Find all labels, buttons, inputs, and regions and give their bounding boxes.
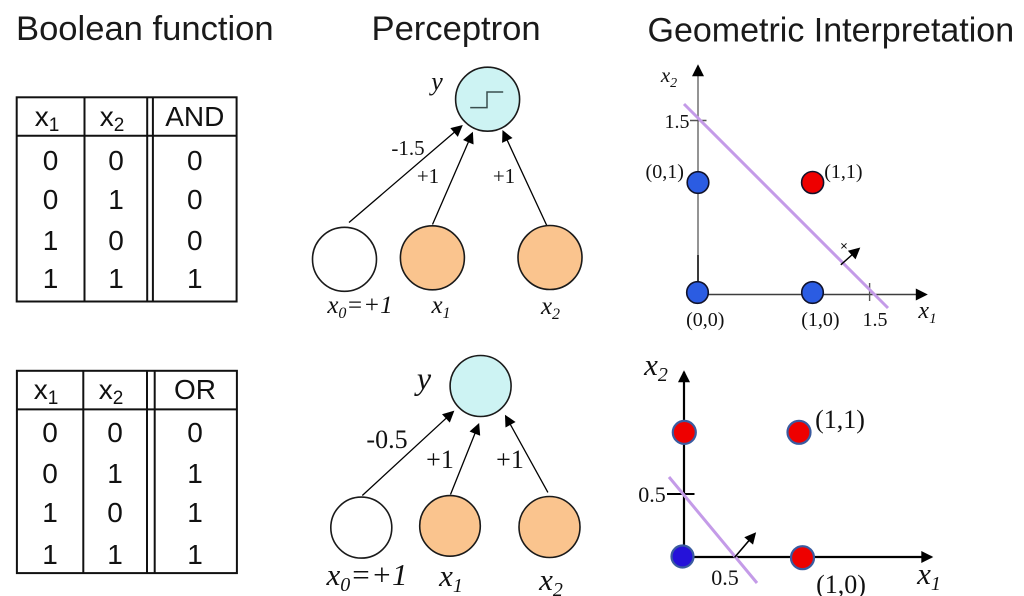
svg-text:Geometric Interpretation: Geometric Interpretation <box>648 12 1015 50</box>
svg-text:1: 1 <box>108 263 124 294</box>
svg-text:(1,1): (1,1) <box>824 161 862 183</box>
svg-text:1: 1 <box>43 263 59 294</box>
svg-text:y: y <box>428 67 443 96</box>
svg-text:1: 1 <box>187 458 203 489</box>
svg-text:1: 1 <box>107 458 123 489</box>
svg-text:0: 0 <box>43 184 59 215</box>
svg-text:1: 1 <box>42 497 58 528</box>
svg-text:y: y <box>414 360 432 396</box>
svg-text:1: 1 <box>187 263 203 294</box>
svg-text:x0=+1: x0=+1 <box>325 557 407 596</box>
svg-text:1: 1 <box>187 539 203 570</box>
svg-text:1: 1 <box>108 184 124 215</box>
svg-text:1: 1 <box>42 539 58 570</box>
svg-text:x2: x2 <box>99 374 124 409</box>
svg-text:Boolean function: Boolean function <box>16 10 274 48</box>
svg-text:AND: AND <box>165 101 224 132</box>
svg-text:+1: +1 <box>417 164 439 188</box>
svg-text:(1,0): (1,0) <box>801 309 839 331</box>
svg-text:1: 1 <box>187 497 203 528</box>
svg-text:-0.5: -0.5 <box>366 425 407 454</box>
svg-text:0: 0 <box>187 145 203 176</box>
svg-text:0: 0 <box>107 497 123 528</box>
svg-text:1: 1 <box>43 225 59 256</box>
svg-text:1.5: 1.5 <box>665 111 690 133</box>
svg-text:0: 0 <box>42 417 58 448</box>
svg-text:0: 0 <box>107 417 123 448</box>
svg-text:+1: +1 <box>493 164 515 188</box>
svg-text:0: 0 <box>108 145 124 176</box>
svg-text:(1,1): (1,1) <box>815 405 865 434</box>
svg-text:0: 0 <box>187 184 203 215</box>
svg-text:1: 1 <box>107 539 123 570</box>
svg-text:1.5: 1.5 <box>863 309 888 331</box>
svg-text:+1: +1 <box>426 445 454 474</box>
svg-text:0.5: 0.5 <box>711 565 739 590</box>
svg-text:x0=+1: x0=+1 <box>326 292 392 322</box>
svg-text:0: 0 <box>187 417 203 448</box>
svg-text:(0,0): (0,0) <box>686 309 724 331</box>
svg-text:(0,1): (0,1) <box>646 161 684 183</box>
svg-text:0: 0 <box>43 145 59 176</box>
svg-text:0: 0 <box>42 458 58 489</box>
svg-text:0: 0 <box>108 225 124 256</box>
svg-text:Perceptron: Perceptron <box>372 10 541 48</box>
svg-text:-1.5: -1.5 <box>391 136 424 160</box>
svg-text:0.5: 0.5 <box>638 482 666 507</box>
svg-text:0: 0 <box>187 225 203 256</box>
svg-text:x1: x1 <box>35 101 60 136</box>
svg-text:×: × <box>840 240 848 255</box>
svg-text:(1,0): (1,0) <box>816 570 866 596</box>
svg-text:OR: OR <box>174 374 216 405</box>
svg-text:+1: +1 <box>496 445 524 474</box>
